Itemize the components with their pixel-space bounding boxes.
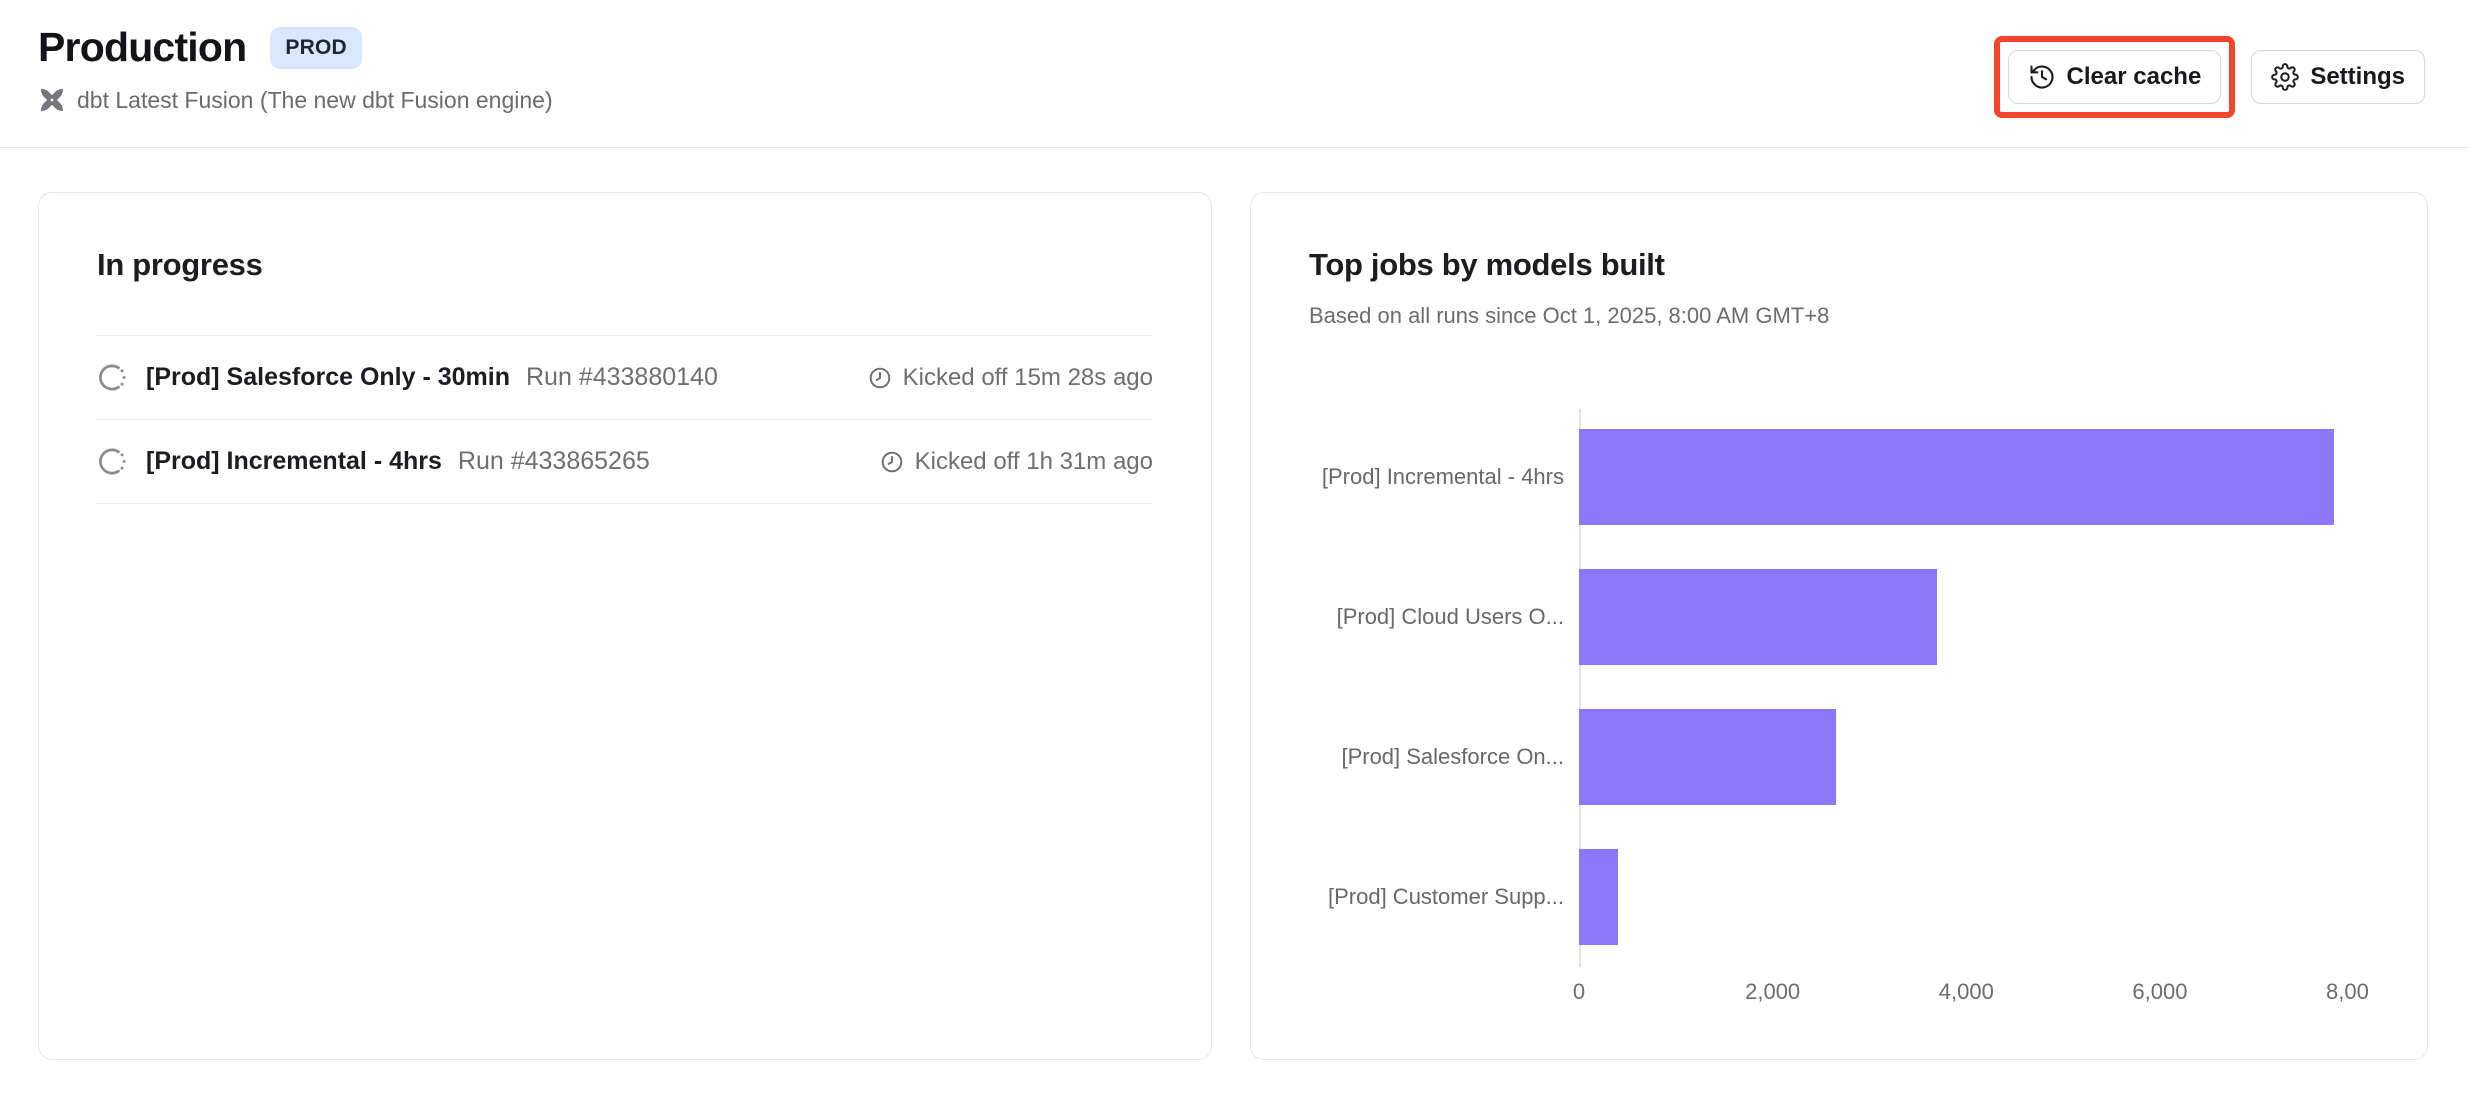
run-row[interactable]: [Prod] Salesforce Only - 30min Run #4338… (97, 336, 1153, 420)
top-jobs-title: Top jobs by models built (1309, 247, 1665, 282)
clock-icon (867, 365, 893, 391)
bar-category-label: [Prod] Salesforce On... (1341, 744, 1564, 769)
dbt-logo-icon (38, 86, 66, 114)
in-progress-card: In progress [Prod] Salesforce Only - 30m… (38, 192, 1212, 1060)
top-jobs-subtitle: Based on all runs since Oct 1, 2025, 8:0… (1309, 303, 1830, 328)
spinner-icon (97, 362, 128, 393)
page-title: Production (38, 24, 247, 70)
x-tick-label: 6,000 (2132, 979, 2188, 1004)
kicked-off-text: Kicked off 1h 31m ago (914, 447, 1153, 475)
chart-row: [Prod] Customer Supp... (1309, 827, 2369, 967)
gear-icon (2271, 63, 2300, 91)
run-job-name: [Prod] Incremental - 4hrs (146, 447, 442, 475)
bar[interactable] (1579, 429, 2334, 525)
run-number: Run #433865265 (457, 447, 650, 475)
environment-badge: PROD (270, 26, 362, 69)
x-tick-label: 2,000 (1745, 979, 1801, 1004)
top-jobs-card: Top jobs by models built Based on all ru… (1250, 192, 2428, 1060)
bar-category-label: [Prod] Cloud Users O... (1336, 604, 1564, 629)
x-axis: 0 2,000 4,000 6,000 8,000 (1309, 967, 2369, 1017)
bar-chart: [Prod] Incremental - 4hrs [Prod] Cloud Us… (1309, 407, 2369, 1027)
run-job-name: [Prod] Salesforce Only - 30min (146, 363, 510, 391)
in-progress-title: In progress (97, 247, 263, 282)
chart-row: [Prod] Salesforce On... (1309, 687, 2369, 827)
spinner-icon (97, 446, 128, 477)
clear-cache-label: Clear cache (2066, 63, 2202, 90)
clear-cache-highlight: Clear cache (1993, 36, 2236, 118)
header-divider (0, 147, 2468, 148)
run-row[interactable]: [Prod] Incremental - 4hrs Run #433865265… (97, 420, 1153, 504)
in-progress-list: [Prod] Salesforce Only - 30min Run #4338… (97, 335, 1153, 504)
bar-category-label: [Prod] Customer Supp... (1328, 884, 1564, 909)
y-axis-line (1579, 409, 1581, 967)
bar[interactable] (1579, 569, 1937, 665)
kicked-off-text: Kicked off 15m 28s ago (902, 363, 1153, 391)
bar[interactable] (1579, 849, 1618, 945)
history-icon (2028, 63, 2056, 91)
settings-button[interactable]: Settings (2251, 50, 2425, 104)
x-tick-label: 8,000 (2326, 979, 2369, 1004)
chart-row: [Prod] Incremental - 4hrs (1309, 407, 2369, 547)
header-actions: Clear cache Settings (1993, 1, 2425, 153)
bar[interactable] (1579, 709, 1836, 805)
page-header: Production PROD dbt Latest Fusion (The n… (38, 24, 553, 114)
bar-category-label: [Prod] Incremental - 4hrs (1321, 464, 1564, 489)
plot-area: [Prod] Incremental - 4hrs [Prod] Cloud Us… (1309, 407, 2369, 967)
run-number: Run #433880140 (526, 363, 718, 391)
clock-icon (879, 449, 905, 475)
settings-label: Settings (2310, 63, 2405, 90)
x-tick-label: 4,000 (1938, 979, 1994, 1004)
chart-row: [Prod] Cloud Users O... (1309, 547, 2369, 687)
environment-subtitle: dbt Latest Fusion (The new dbt Fusion en… (77, 86, 553, 113)
clear-cache-button[interactable]: Clear cache (2007, 50, 2222, 104)
x-tick-label: 0 (1572, 979, 1586, 1004)
